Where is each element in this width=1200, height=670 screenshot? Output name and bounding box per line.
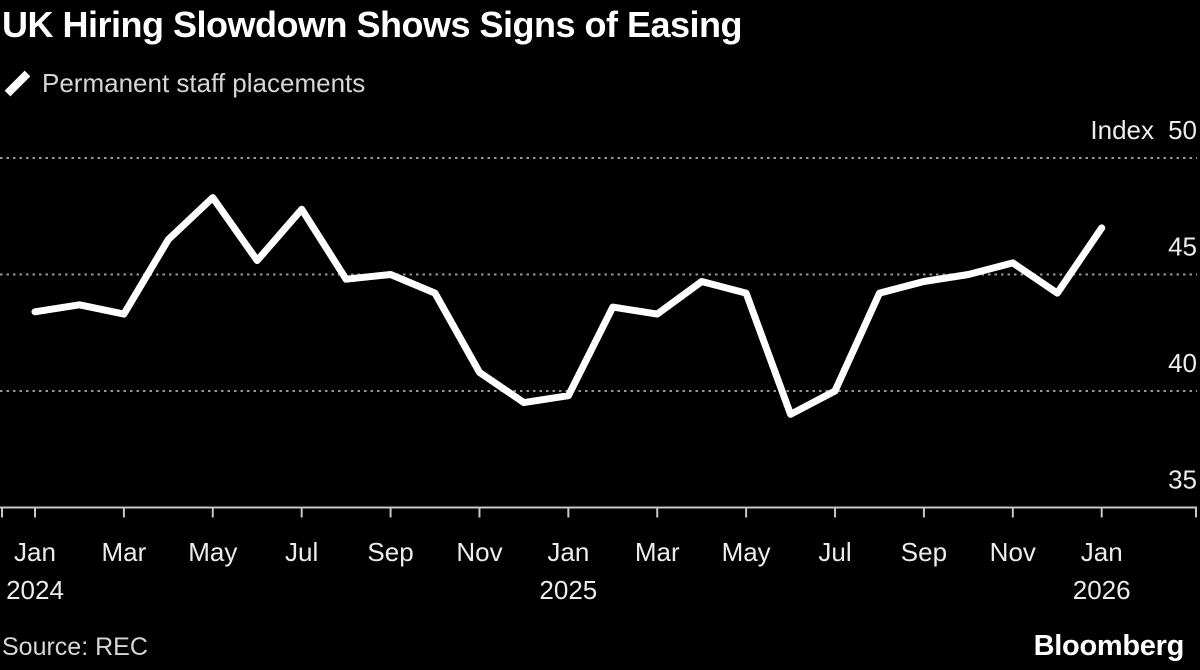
y-axis-label-50: 50 bbox=[1168, 115, 1197, 145]
data-series-line bbox=[31, 194, 1106, 418]
x-axis-label-mar-2025: Mar bbox=[635, 537, 680, 567]
x-axis-label-may-2025: May bbox=[722, 537, 771, 567]
bloomberg-logo: Bloomberg bbox=[1033, 630, 1185, 662]
x-axis-label-mar-2024: Mar bbox=[102, 537, 147, 567]
x-axis-label-sep-2025: Sep bbox=[901, 537, 947, 567]
x-axis-year-label-2025: 2025 bbox=[539, 575, 597, 605]
x-axis-label-sep-2024: Sep bbox=[367, 537, 413, 567]
legend: Permanent staff placements bbox=[4, 68, 365, 99]
chart-title: UK Hiring Slowdown Shows Signs of Easing bbox=[2, 4, 743, 45]
y-axis-label-45: 45 bbox=[1168, 232, 1197, 262]
y-axis-unit-label: Index bbox=[1090, 115, 1154, 145]
x-axis-label-jan-2026: Jan bbox=[1081, 537, 1123, 567]
x-axis-label-jul-2024: Jul bbox=[285, 537, 318, 567]
x-axis-year-label-2024: 2024 bbox=[6, 575, 64, 605]
x-axis-label-may-2024: May bbox=[188, 537, 237, 567]
y-axis-label-40: 40 bbox=[1168, 348, 1197, 378]
x-axis-label-jul-2025: Jul bbox=[818, 537, 851, 567]
y-axis-label-35: 35 bbox=[1168, 465, 1197, 495]
x-axis-year-label-2026: 2026 bbox=[1073, 575, 1131, 605]
legend-line-marker-icon bbox=[4, 70, 31, 97]
x-axis-label-jan-2024: Jan bbox=[14, 537, 56, 567]
source-note: Source: REC bbox=[2, 633, 148, 661]
x-axis-label-nov-2025: Nov bbox=[990, 537, 1036, 567]
x-axis-label-jan-2025: Jan bbox=[547, 537, 589, 567]
x-axis-label-nov-2024: Nov bbox=[456, 537, 502, 567]
legend-series-label: Permanent staff placements bbox=[42, 68, 366, 98]
